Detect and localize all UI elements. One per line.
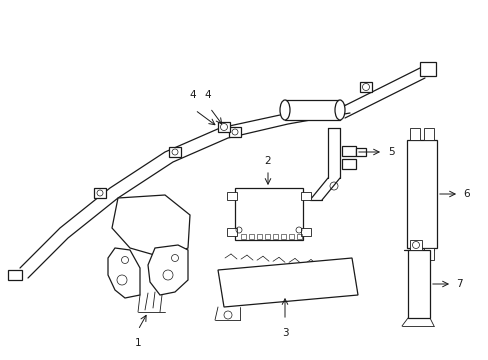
Ellipse shape bbox=[334, 100, 345, 120]
Text: 4: 4 bbox=[189, 90, 196, 100]
Bar bbox=[264, 234, 269, 239]
Text: 7: 7 bbox=[455, 279, 462, 289]
Bar bbox=[407, 250, 429, 318]
Text: 2: 2 bbox=[264, 156, 271, 166]
Text: 4: 4 bbox=[204, 90, 211, 100]
Text: 6: 6 bbox=[462, 189, 468, 199]
Bar bbox=[226, 192, 237, 200]
Bar bbox=[248, 234, 253, 239]
Text: 3: 3 bbox=[281, 328, 288, 338]
Bar bbox=[341, 159, 355, 169]
Bar bbox=[285, 100, 339, 120]
Bar bbox=[94, 188, 106, 198]
Polygon shape bbox=[148, 245, 187, 295]
Polygon shape bbox=[218, 258, 357, 307]
Bar bbox=[409, 240, 421, 250]
Bar bbox=[406, 140, 436, 248]
Bar bbox=[419, 62, 435, 76]
Bar bbox=[288, 234, 293, 239]
Bar bbox=[226, 228, 237, 236]
Bar bbox=[228, 127, 241, 137]
Bar bbox=[341, 146, 355, 156]
Bar bbox=[218, 122, 229, 132]
Bar bbox=[301, 192, 310, 200]
Bar bbox=[281, 234, 285, 239]
Bar bbox=[423, 128, 433, 140]
Text: 1: 1 bbox=[134, 338, 141, 348]
Bar bbox=[409, 248, 419, 260]
Bar bbox=[423, 248, 433, 260]
Polygon shape bbox=[108, 248, 140, 298]
Polygon shape bbox=[112, 195, 190, 258]
Bar bbox=[409, 128, 419, 140]
Bar bbox=[355, 148, 365, 156]
Bar bbox=[241, 234, 245, 239]
Bar bbox=[257, 234, 262, 239]
Bar bbox=[8, 270, 22, 280]
Bar bbox=[235, 188, 303, 240]
Bar bbox=[169, 147, 181, 157]
Bar bbox=[296, 234, 302, 239]
Ellipse shape bbox=[280, 100, 289, 120]
Bar bbox=[359, 82, 371, 92]
Bar bbox=[272, 234, 278, 239]
Bar bbox=[301, 228, 310, 236]
Text: 5: 5 bbox=[387, 147, 394, 157]
